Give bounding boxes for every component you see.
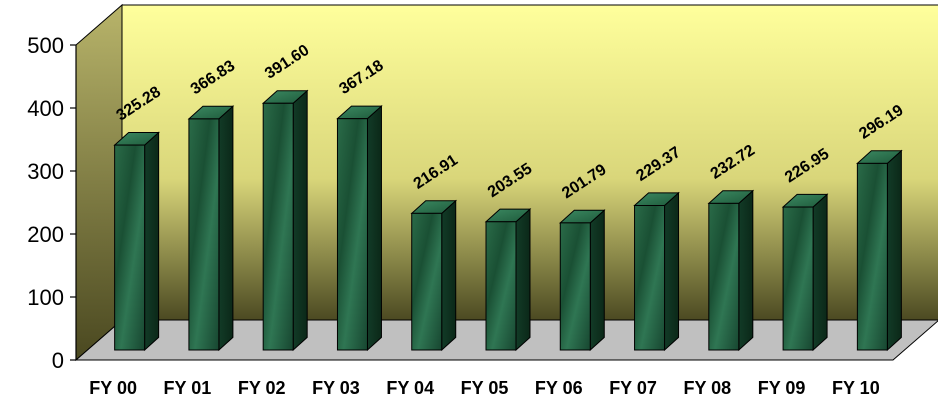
x-tick-label: FY 01 <box>164 378 212 398</box>
y-tick-label: 500 <box>27 33 64 58</box>
bar <box>558 209 606 352</box>
bar-side <box>812 193 828 352</box>
bar-side <box>664 191 680 352</box>
bar-side <box>218 105 234 352</box>
bar <box>410 199 458 352</box>
x-tick-label: FY 05 <box>461 378 509 398</box>
bar-front <box>708 202 740 351</box>
bar <box>707 189 755 352</box>
y-tick-label: 100 <box>27 285 64 310</box>
x-tick-label: FY 06 <box>535 378 583 398</box>
bar-side <box>144 131 160 352</box>
x-tick-label: FY 09 <box>758 378 806 398</box>
y-axis: 0 100 200 300 400 500 <box>27 33 77 373</box>
x-tick-label: FY 08 <box>683 378 731 398</box>
bar-side <box>515 208 531 352</box>
x-tick-label: FY 04 <box>386 378 434 398</box>
bar-side <box>292 89 308 352</box>
y-tick-label: 200 <box>27 222 64 247</box>
bar <box>336 104 383 352</box>
bar-side <box>441 199 457 352</box>
y-tick-label: 300 <box>27 159 64 184</box>
bar-front <box>559 222 591 351</box>
bar-front <box>485 221 517 351</box>
y-tick-label: 400 <box>27 96 64 121</box>
bar-front <box>114 144 146 351</box>
bar-front <box>634 204 666 351</box>
bar-front <box>411 212 443 351</box>
bar <box>633 191 680 352</box>
bar <box>856 149 903 352</box>
bar-side <box>886 149 902 352</box>
bar-front <box>856 162 888 351</box>
bar-front <box>188 118 220 351</box>
bar-front <box>782 206 814 351</box>
x-tick-label: FY 10 <box>832 378 880 398</box>
x-tick-label: FY 03 <box>312 378 360 398</box>
x-tick-label: FY 00 <box>89 378 137 398</box>
bar-side <box>589 209 605 352</box>
x-tick-label: FY 07 <box>609 378 657 398</box>
bar-front <box>262 102 294 351</box>
bar <box>484 208 532 352</box>
bar-side <box>738 189 754 352</box>
x-tick-label: FY 02 <box>238 378 286 398</box>
bar-side <box>366 104 382 352</box>
bar <box>113 131 160 352</box>
bars-group <box>113 89 903 352</box>
bar <box>261 89 309 352</box>
bar <box>187 105 235 352</box>
bar <box>781 193 829 352</box>
y-tick-label: 0 <box>52 348 64 373</box>
bar-front <box>336 118 368 351</box>
